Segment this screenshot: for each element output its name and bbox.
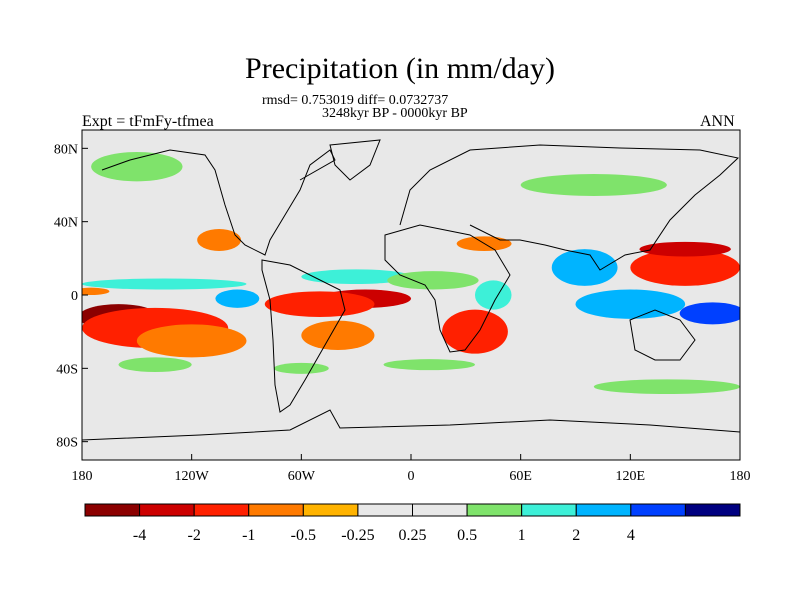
- colorbar-label: 0.5: [457, 527, 477, 544]
- greenland-coast: [329, 139, 381, 181]
- anomaly-patch: [273, 362, 329, 374]
- page-title: Precipitation (in mm/day): [245, 52, 555, 85]
- anomaly-patch: [387, 271, 479, 290]
- experiment-label: Expt = tFmFy-tfmea: [82, 113, 214, 130]
- colorbar-label: 4: [627, 527, 635, 544]
- x-tick-label: 60E: [509, 469, 532, 484]
- anomaly-patch: [82, 278, 247, 290]
- colorbar-swatch: [248, 503, 304, 517]
- anomaly-patch: [301, 320, 375, 351]
- period-label: 3248kyr BP - 0000kyr BP: [322, 106, 468, 121]
- south-america-coast: [261, 259, 346, 413]
- anomaly-patch: [474, 280, 512, 310]
- x-tick-label: 120W: [175, 469, 210, 484]
- australia-coast: [629, 309, 696, 361]
- anomaly-patch: [264, 291, 375, 317]
- antarctica-coast: [82, 409, 740, 441]
- colorbar-swatch: [139, 503, 195, 517]
- anomaly-patch: [442, 309, 508, 354]
- y-tick-label: 40N: [54, 216, 78, 231]
- x-tick-label: 60W: [288, 469, 316, 484]
- colorbar-swatch: [357, 503, 413, 517]
- colorbar-label: 1: [518, 527, 526, 544]
- y-axis: 80N 40N 0 40S 80S: [54, 142, 88, 451]
- y-tick-label: 0: [71, 289, 78, 304]
- colorbar-swatch: [521, 503, 577, 517]
- colorbar-label: -2: [188, 527, 201, 544]
- coastlines: [82, 139, 740, 441]
- colorbar-swatch: [412, 503, 468, 517]
- colorbar-label: -0.5: [291, 527, 316, 544]
- anomaly-patch: [520, 174, 667, 196]
- colorbar-swatch: [466, 503, 523, 517]
- anomaly-patch: [383, 359, 475, 371]
- colorbar-label: 0.25: [399, 527, 427, 544]
- anomaly-patch: [91, 152, 183, 182]
- colorbar-label: -0.25: [341, 527, 374, 544]
- x-tick-label: 120E: [616, 469, 646, 484]
- stats-line: rmsd= 0.753019 diff= 0.0732737: [262, 93, 449, 108]
- colorbar-swatch: [84, 503, 141, 517]
- season-label: ANN: [700, 113, 735, 130]
- colorbar-swatch: [302, 503, 359, 517]
- north-america-coast: [101, 149, 336, 256]
- x-tick-label: 0: [408, 469, 415, 484]
- y-tick-label: 80S: [56, 436, 78, 451]
- anomaly-patch: [575, 289, 686, 319]
- y-tick-label: 40S: [56, 362, 78, 377]
- anomaly-patch: [551, 249, 618, 286]
- colorbar-label: -4: [133, 527, 146, 544]
- x-tick-label: 180: [730, 469, 751, 484]
- anomaly-patch: [630, 249, 740, 286]
- x-axis: 180 120W 60W 0 60E 120E 180: [72, 454, 751, 484]
- x-tick-label: 180: [72, 469, 93, 484]
- colorbar: -4 -2 -1 -0.5 -0.25 0.25 0.5 1 2 4: [84, 503, 741, 544]
- anomaly-patch: [301, 269, 411, 284]
- eurasia-coast: [399, 144, 740, 271]
- colorbar-swatch: [193, 503, 250, 517]
- colorbar-swatch: [575, 503, 632, 517]
- colorbar-label: -1: [242, 527, 255, 544]
- anomaly-patch: [679, 302, 740, 325]
- anomaly-patch: [118, 357, 192, 372]
- anomaly-patch: [215, 289, 260, 308]
- anomaly-patch: [197, 229, 242, 251]
- anomaly-patch: [639, 241, 731, 257]
- colorbar-swatch: [684, 503, 741, 517]
- colorbar-label: 2: [572, 527, 580, 544]
- africa-coast: [384, 224, 511, 353]
- y-tick-label: 80N: [54, 142, 78, 157]
- anomaly-patch: [82, 287, 110, 295]
- anomaly-patch: [136, 324, 247, 358]
- colorbar-swatch: [630, 503, 686, 517]
- anomaly-patch: [593, 379, 740, 394]
